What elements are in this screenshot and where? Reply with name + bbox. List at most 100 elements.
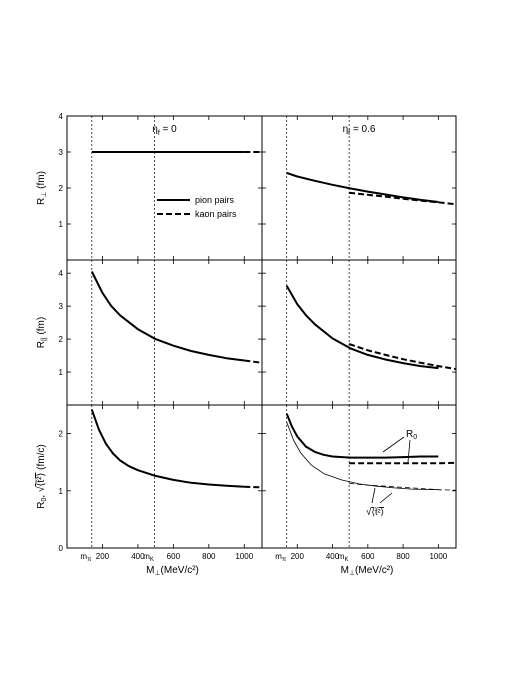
series-line xyxy=(285,413,439,459)
x-marker-main: m xyxy=(275,552,282,561)
series-line xyxy=(349,483,457,491)
x-marker-label: mπ xyxy=(80,552,91,563)
x-marker-sub: K xyxy=(344,557,348,563)
x-axis-label-unit: (MeV/c²) xyxy=(355,565,393,576)
y-tick-label: 3 xyxy=(59,302,64,311)
y-axis-label-sub: || xyxy=(41,337,48,341)
column-title-main: η xyxy=(152,124,158,135)
x-axis-label-main: M xyxy=(146,565,154,576)
legend-label: pion pairs xyxy=(195,195,235,205)
y-axis-label-sub: ⊥ xyxy=(41,192,48,198)
x-tick-label: 800 xyxy=(202,552,216,561)
axis-labels: M⊥(MeV/c²) M⊥(MeV/c²)ηf = 0 ηf = 0.6R⊥ (fm… xyxy=(35,124,394,577)
series-line xyxy=(244,359,263,364)
x-tick-label: 400 xyxy=(131,552,145,561)
y-axis-label-main: R xyxy=(36,198,47,205)
annotation-r0-sub: 0 xyxy=(413,434,417,441)
x-marker-main: m xyxy=(338,552,345,561)
y-tick-label: 1 xyxy=(59,487,64,496)
x-tick-label: 200 xyxy=(96,552,110,561)
column-title: ηf = 0 xyxy=(152,124,177,137)
annotation-arrow xyxy=(382,436,405,453)
series-line xyxy=(286,422,439,491)
y-axis-label-main: R xyxy=(36,341,47,348)
y-axis-label: R|| (fm) xyxy=(36,317,48,348)
x-marker-sub: K xyxy=(150,557,154,563)
x-marker-label: mK xyxy=(338,552,349,563)
y-axis-label: R⊥ (fm) xyxy=(36,171,48,205)
panel-frame xyxy=(66,115,263,261)
y-tick-label: 4 xyxy=(59,269,64,278)
x-axis-label-sub: ⊥ xyxy=(154,570,160,577)
series-layer xyxy=(90,151,457,491)
x-axis-label-unit: (MeV/c²) xyxy=(161,565,199,576)
y-tick-label: 1 xyxy=(59,368,64,377)
marker-lines xyxy=(91,116,350,548)
y-tick-label: 1 xyxy=(59,220,64,229)
y-axis-label-unit: (fm) xyxy=(36,171,47,192)
panel-frame xyxy=(261,259,457,406)
y-tick-label: 0 xyxy=(59,544,64,553)
y-axis-label: R0, √⟨t̃²⟩ (fm/c) xyxy=(35,444,48,508)
y-axis-label-text: R0, √⟨t̃²⟩ (fm/c) xyxy=(35,444,48,508)
series-line xyxy=(90,409,245,488)
panel-frames xyxy=(66,115,457,549)
series-line xyxy=(90,271,245,362)
legend-label: kaon pairs xyxy=(195,209,237,219)
column-title-rest: = 0.6 xyxy=(350,124,376,135)
y-axis-label-sub: 0 xyxy=(41,497,48,501)
series-line xyxy=(244,485,263,489)
y-axis-label-sqrt: ⟨t̃²⟩ xyxy=(35,473,47,487)
x-tick-label: 600 xyxy=(167,552,181,561)
series-line xyxy=(349,461,457,465)
x-marker-main: m xyxy=(80,552,87,561)
x-marker-sub: π xyxy=(282,557,286,563)
series-line xyxy=(348,343,457,371)
column-title: ηf = 0.6 xyxy=(343,124,376,137)
x-marker-sub: π xyxy=(87,557,91,563)
y-tick-label: 2 xyxy=(59,430,64,439)
y-tick-label: 4 xyxy=(59,112,64,121)
y-axis-label-unit: (fm) xyxy=(36,317,47,338)
annotation-sqrt-sign: √ xyxy=(366,506,372,518)
x-axis-label: M⊥(MeV/c²) xyxy=(146,565,199,577)
annotation-r0-main: R xyxy=(406,429,413,440)
x-tick-label: 400 xyxy=(326,552,340,561)
column-title-sub: f xyxy=(158,130,160,137)
y-tick-label: 2 xyxy=(59,335,64,344)
y-axis-label-unit: (fm/c) xyxy=(36,444,47,472)
series-line xyxy=(285,285,439,370)
series-line xyxy=(286,171,439,203)
panel-frame xyxy=(261,404,457,549)
y-axis-label-rest: , xyxy=(36,492,47,498)
x-tick-label: 1000 xyxy=(235,552,253,561)
annotation-arrow xyxy=(407,439,411,463)
y-tick-label: 2 xyxy=(59,184,64,193)
annotation-arrow xyxy=(371,487,376,504)
x-tick-label: 600 xyxy=(361,552,375,561)
x-marker-label: mπ xyxy=(275,552,286,563)
y-axis-label-text: R|| (fm) xyxy=(36,317,48,348)
annotations: pion pairs kaon pairs R0 √⟨t̃²⟩ xyxy=(157,195,417,518)
x-tick-label: 1000 xyxy=(429,552,447,561)
y-axis-label-main: R xyxy=(36,501,47,508)
y-axis-label-text: R⊥ (fm) xyxy=(36,171,48,205)
column-title-rest: = 0 xyxy=(160,124,177,135)
y-tick-label: 3 xyxy=(59,148,64,157)
column-title-sub: f xyxy=(348,130,350,137)
x-axis-label: M⊥(MeV/c²) xyxy=(341,565,394,577)
annotation-sqrt-body: ⟨t̃²⟩ xyxy=(372,507,385,517)
series-line xyxy=(348,191,457,206)
column-title-main: η xyxy=(343,124,349,135)
y-axis-label-sqrt-sign: √ xyxy=(35,486,47,492)
x-axis-label-sub: ⊥ xyxy=(349,570,355,577)
annotation-sqrt: √⟨t̃²⟩ xyxy=(366,506,384,518)
annotation-arrow xyxy=(379,492,393,504)
x-tick-label: 200 xyxy=(291,552,305,561)
x-marker-main: m xyxy=(143,552,150,561)
annotation-r0: R0 xyxy=(406,429,417,441)
x-tick-label: 800 xyxy=(396,552,410,561)
x-axis-label-main: M xyxy=(341,565,349,576)
